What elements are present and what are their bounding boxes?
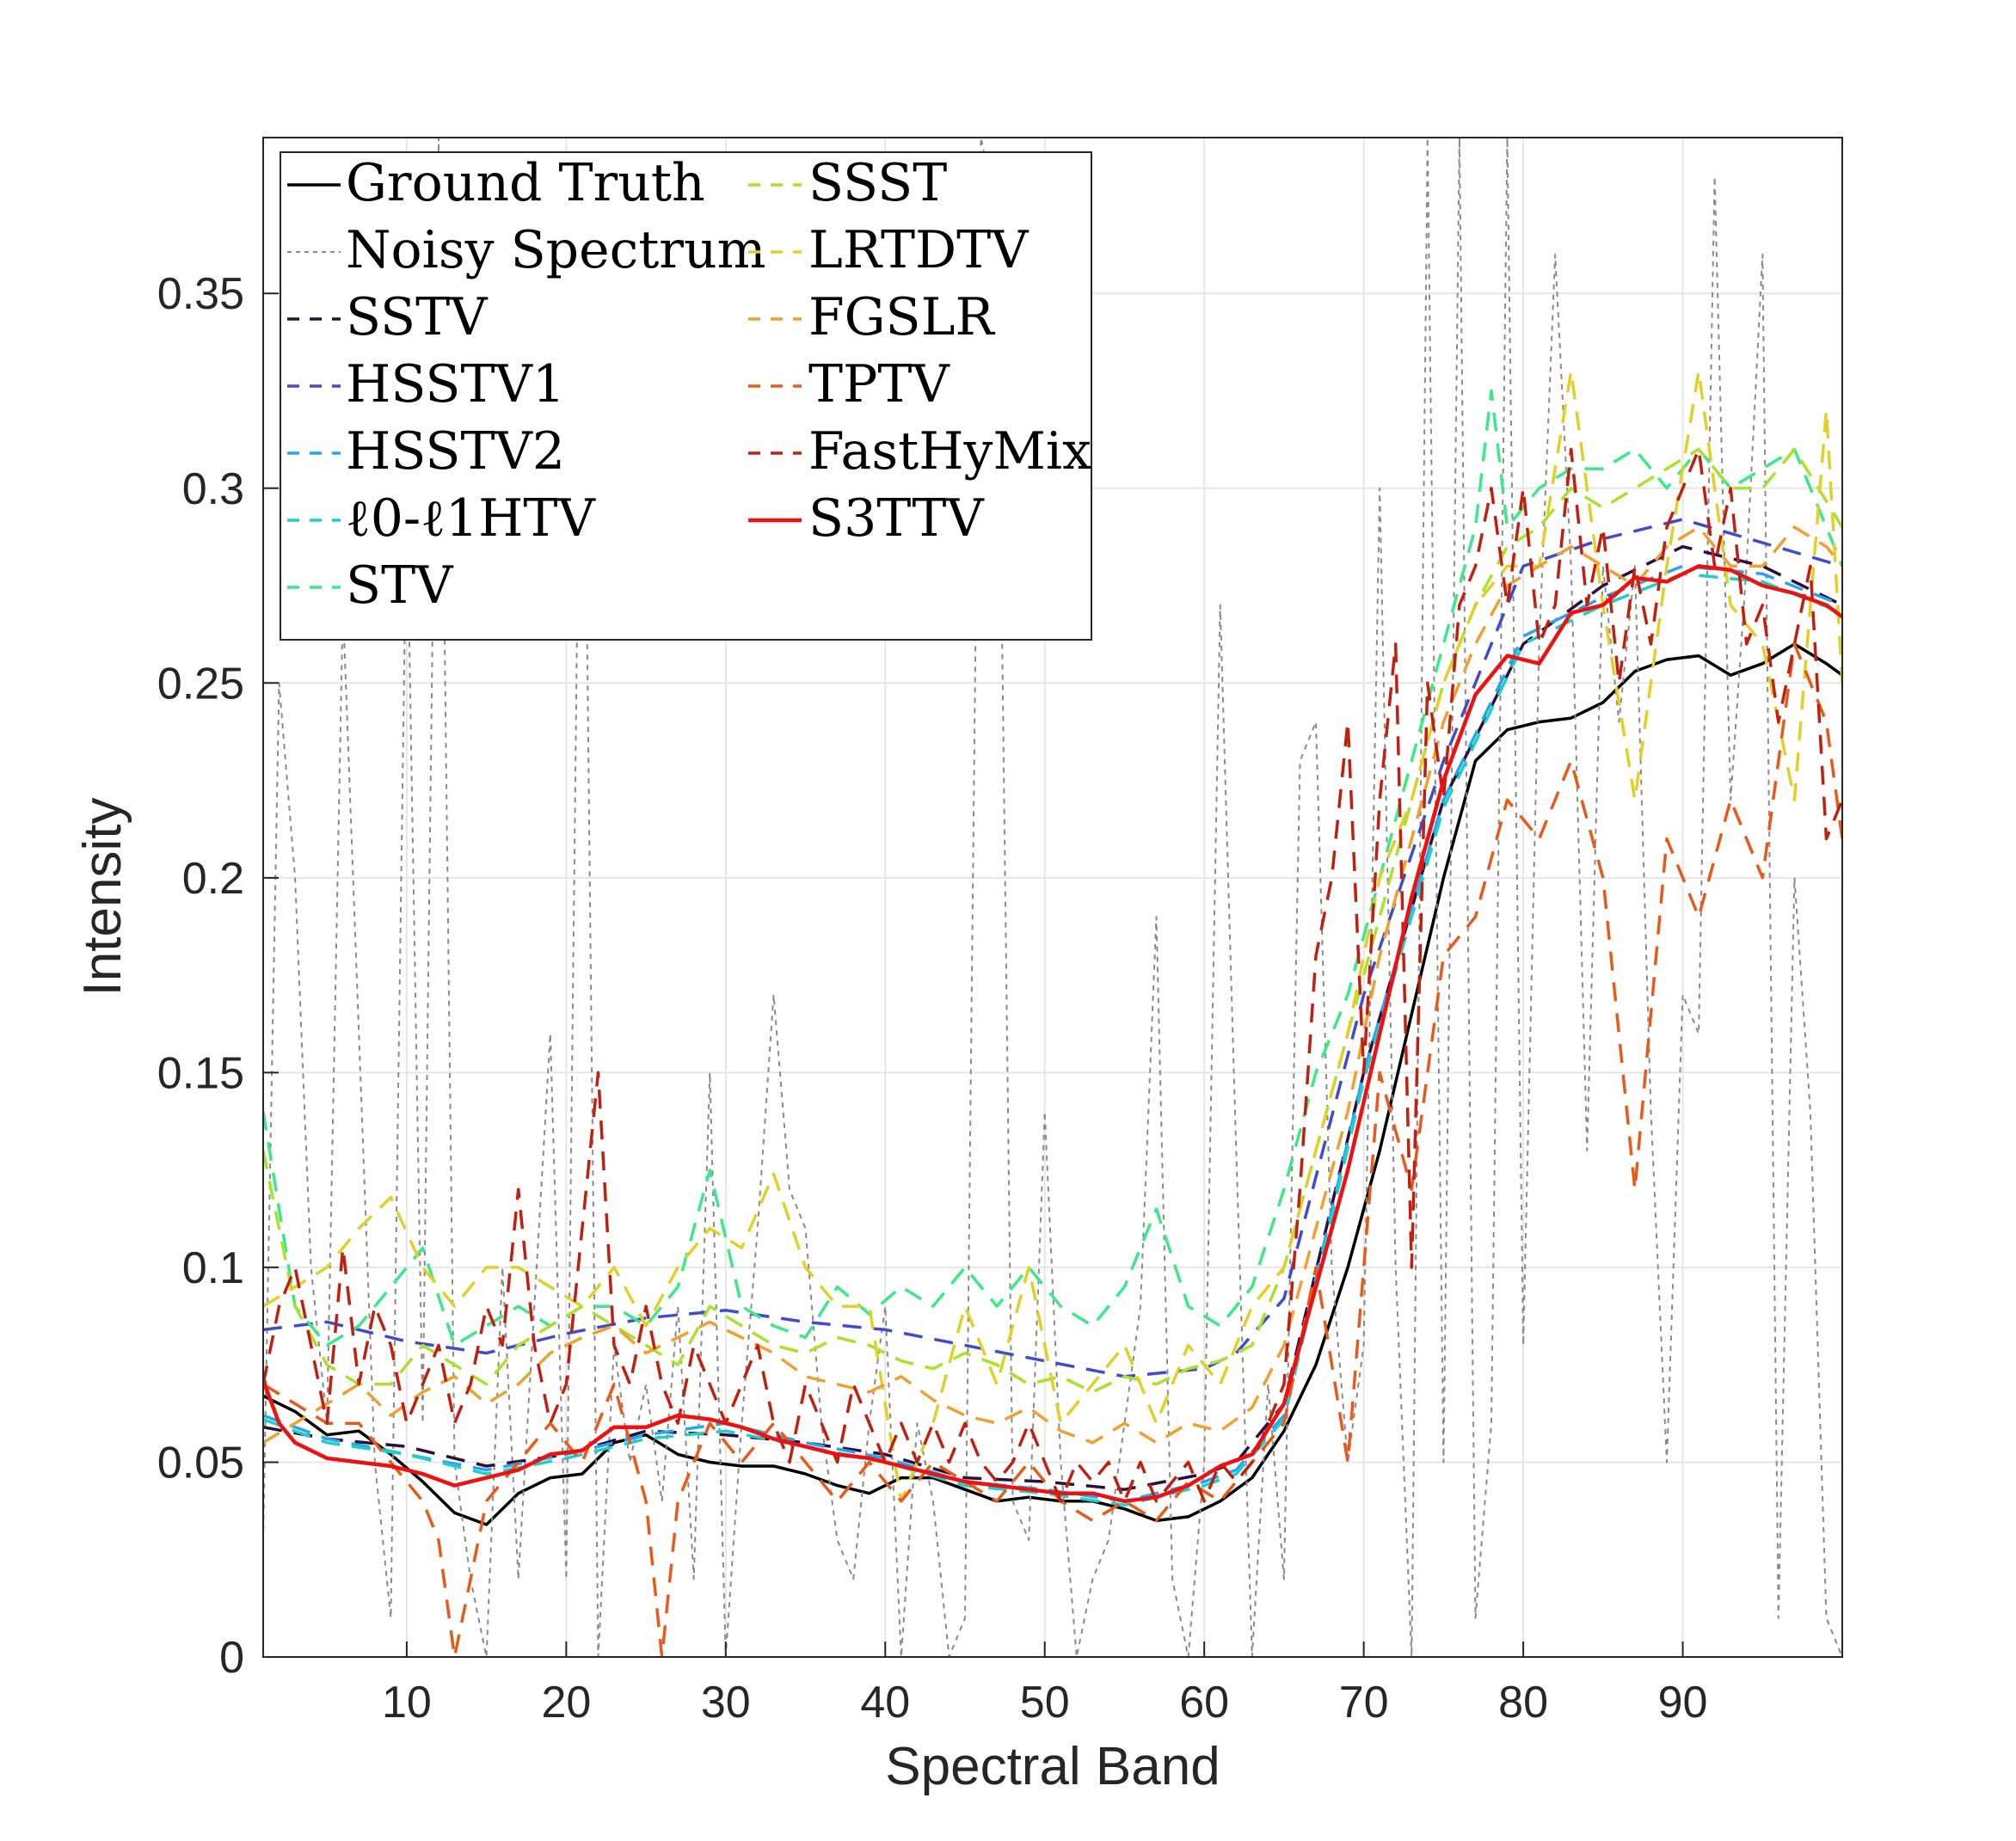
series-line-noisy-spectrum: [263, 138, 1842, 1657]
y-tick-label: 0.3: [182, 464, 244, 514]
y-tick-label: 0.1: [182, 1243, 244, 1293]
legend-items: Ground Truth Noisy Spectrum SSTV HSSTV1 HSST…: [287, 153, 1091, 616]
series-line-hsstv2: [263, 564, 1842, 1503]
legend-box: [280, 151, 1092, 641]
y-tick-label: 0: [219, 1633, 244, 1683]
series-line-sstv: [263, 544, 1842, 1491]
series-line-ground-truth: [263, 642, 1842, 1526]
legend-label-fasthymix: FastHyMix: [808, 421, 1091, 482]
plot-frame: [262, 137, 1843, 1658]
series-line-hsstv1: [263, 518, 1842, 1378]
x-tick-label: 30: [701, 1678, 751, 1727]
x-tick-label: 70: [1339, 1678, 1389, 1727]
x-tick-label: 90: [1658, 1678, 1708, 1727]
legend-label-noisy-spectrum: Noisy Spectrum: [346, 220, 766, 280]
series-line-stv: [263, 389, 1842, 1347]
y-tick-label: 0.2: [182, 854, 244, 904]
x-tick-label: 50: [1020, 1678, 1070, 1727]
series-line-tptv: [263, 642, 1842, 1657]
legend-label-stv: STV: [346, 555, 454, 616]
legend-label-s3ttv: S3TTV: [808, 488, 985, 549]
legend-label-hsstv2: HSSTV2: [346, 421, 565, 482]
legend-label-fgslr: FGSLR: [808, 287, 996, 347]
legend-label-tptv: TPTV: [808, 354, 950, 414]
x-tick-label: 60: [1179, 1678, 1229, 1727]
x-tick-label: 20: [541, 1678, 591, 1727]
series-line-ssst: [263, 447, 1842, 1394]
y-tick-label: 0.15: [157, 1048, 244, 1098]
series-line-s3ttv: [263, 564, 1842, 1504]
series-group: [263, 138, 1842, 1657]
x-tick-label: 80: [1498, 1678, 1548, 1727]
y-axis-ticks: 0 0.05 0.1 0.15 0.2 0.25 0.3 0.35: [157, 269, 279, 1683]
legend-label-0-1htv: ℓ0-ℓ1HTV: [346, 488, 596, 549]
y-tick-label: 0.05: [157, 1438, 244, 1488]
legend-label-lrtdtv: LRTDTV: [808, 220, 1030, 280]
legend-label-sstv: SSTV: [346, 287, 489, 347]
series-line-fgslr: [263, 525, 1842, 1445]
y-tick-label: 0.35: [157, 269, 244, 319]
legend-label-ssst: SSST: [808, 153, 947, 213]
x-axis-label: Spectral Band: [885, 1737, 1220, 1796]
legend: Ground Truth Noisy Spectrum SSTV HSSTV1 HSST…: [280, 151, 1092, 641]
y-axis-label: Intensity: [73, 798, 132, 997]
legend-label-ground-truth: Ground Truth: [346, 153, 705, 213]
x-tick-label: 40: [860, 1678, 910, 1727]
x-tick-label: 10: [382, 1678, 432, 1727]
legend-label-hsstv1: HSSTV1: [346, 354, 565, 414]
x-axis-ticks: 10 20 30 40 50 60 70 80 90: [382, 1642, 1707, 1727]
y-tick-label: 0.25: [157, 659, 244, 709]
